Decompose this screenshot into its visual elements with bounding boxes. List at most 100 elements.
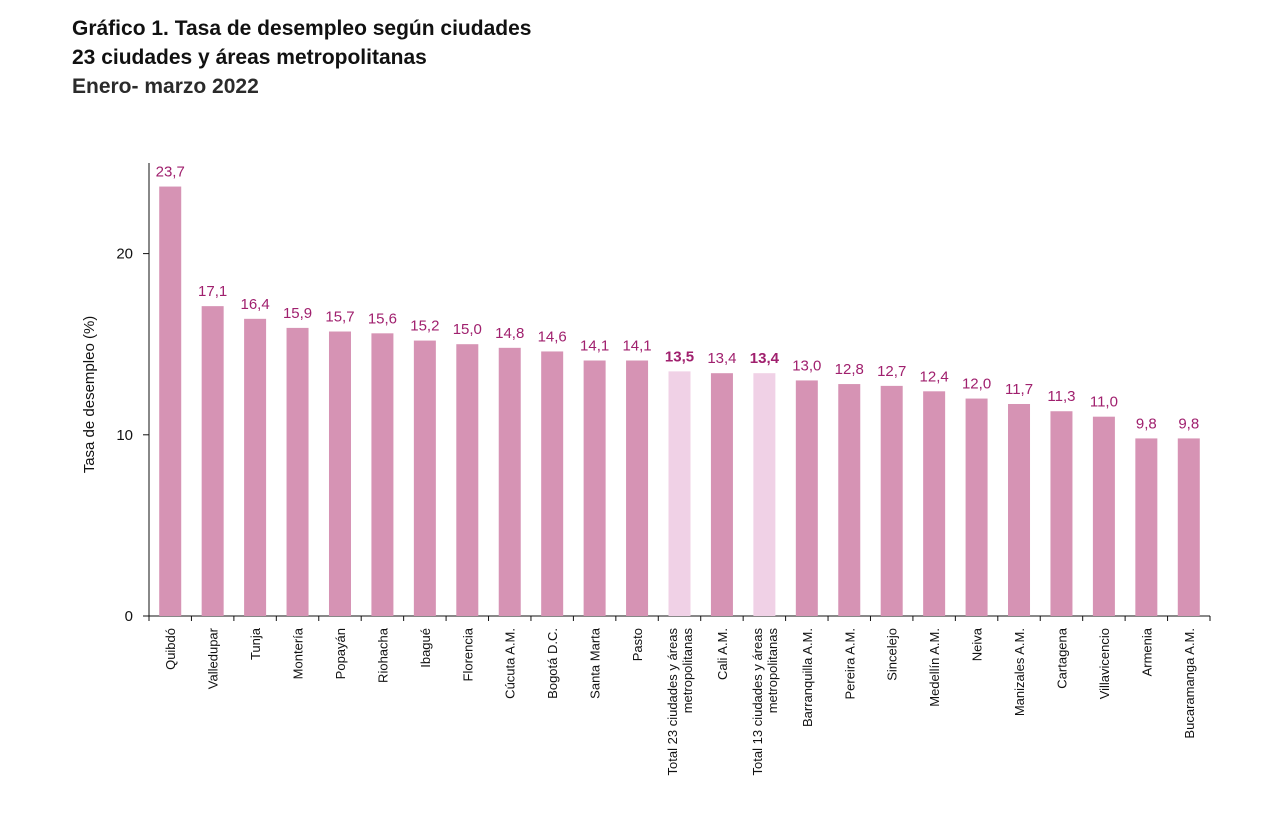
chart-title: Gráfico 1. Tasa de desempleo según ciuda… (72, 17, 532, 40)
chart-axes: 0 10 20 Tasa de desempleo (%) (81, 163, 1211, 625)
x-tick-label-line: Barranquilla A.M. (800, 628, 815, 727)
data-label: 9,8 (1136, 415, 1157, 432)
bar (965, 398, 988, 616)
x-tick-label-line: Pasto (630, 628, 645, 661)
x-tick-label: Sincelejo (885, 628, 900, 681)
y-axis-title: Tasa de desempleo (%) (81, 316, 98, 474)
x-tick-label-line: Cúcuta A.M. (503, 628, 518, 699)
x-tick-label-line: Pereira A.M. (842, 628, 857, 700)
x-tick-label-line: Villavicencio (1097, 628, 1112, 699)
x-tick-label: Cali A.M. (715, 628, 730, 680)
x-tick-label: Santa Marta (588, 627, 603, 699)
x-tick-label-line: Riohacha (375, 627, 390, 683)
x-tick-label-line: Ibagué (418, 628, 433, 668)
data-label: 14,1 (580, 338, 609, 355)
data-label: 12,0 (962, 376, 991, 393)
x-tick-label: Quibdó (163, 628, 178, 670)
bar (371, 333, 394, 616)
data-label: 11,7 (1005, 381, 1033, 398)
data-label: 16,4 (240, 296, 269, 313)
bar (1092, 416, 1115, 616)
x-tick-label: Ibagué (418, 628, 433, 668)
x-tick-label: Valledupar (206, 627, 221, 689)
data-label: 11,0 (1090, 394, 1118, 411)
bar (201, 306, 224, 616)
x-tick-label-line: Valledupar (206, 627, 221, 689)
chart-titles: Gráfico 1. Tasa de desempleo según ciuda… (72, 14, 531, 101)
x-tick-label: Bogotá D.C. (545, 628, 560, 699)
x-tick-label-line: Florencia (460, 627, 475, 681)
x-tick-label-line: Total 23 ciudades y áreas (665, 628, 680, 776)
data-label: 9,8 (1178, 415, 1199, 432)
bar (541, 351, 564, 616)
bar (880, 385, 903, 616)
x-tick-label: Riohacha (375, 627, 390, 683)
x-tick-label-line: Cali A.M. (715, 628, 730, 680)
x-tick-label: Medellín A.M. (927, 628, 942, 707)
x-tick-label-line: metropolitanas (680, 628, 695, 714)
bar (456, 344, 479, 616)
x-tick-label: Total 23 ciudades y áreas metropolitanas (665, 628, 695, 776)
data-label: 13,5 (665, 348, 694, 365)
bar (710, 373, 733, 616)
data-label: 15,2 (410, 318, 439, 335)
x-tick-label-line: Medellín A.M. (927, 628, 942, 707)
x-tick-label: Cartagena (1054, 627, 1069, 688)
y-tick-label: 10 (116, 427, 133, 444)
bar (244, 318, 267, 616)
y-tick-label: 0 (125, 608, 133, 625)
bar (159, 186, 182, 616)
x-tick-label-line: Bogotá D.C. (545, 628, 560, 699)
x-tick-label-line: Manizales A.M. (1012, 628, 1027, 716)
data-label: 12,7 (877, 363, 906, 380)
data-label: 15,0 (453, 321, 482, 338)
data-label: 12,4 (920, 368, 949, 385)
x-tick-label-line: Tunja (248, 627, 263, 660)
x-tick-label: Tunja (248, 627, 263, 660)
data-label: 14,1 (622, 338, 651, 355)
data-label: 23,7 (156, 164, 185, 181)
x-tick-label: Manizales A.M. (1012, 628, 1027, 716)
bar (1050, 411, 1073, 616)
x-tick-label-line: Montería (291, 627, 306, 679)
x-tick-label: Montería (291, 627, 306, 679)
bar (753, 373, 776, 616)
data-label: 15,6 (368, 310, 397, 327)
data-label: 13,4 (750, 350, 780, 367)
bar (498, 347, 521, 616)
bar (795, 380, 818, 616)
x-tick-label-line: Popayán (333, 628, 348, 679)
x-tick-label-line: Sincelejo (885, 628, 900, 681)
x-tick-label: Pereira A.M. (842, 628, 857, 700)
x-tick-label: Villavicencio (1097, 628, 1112, 699)
x-tick-label-line: Bucaramanga A.M. (1182, 628, 1197, 739)
x-tick-label: Florencia (460, 627, 475, 681)
bar (626, 360, 649, 616)
x-tick-label-line: Total 13 ciudades y áreas (750, 628, 765, 776)
chart-data-labels: 23,7 17,1 16,4 15,9 15,7 15,6 15,2 15,0 14,8 14,6… (156, 164, 1200, 433)
x-tick-label-line: Cartagena (1054, 627, 1069, 688)
data-label: 13,4 (707, 350, 736, 367)
data-label: 14,6 (538, 328, 567, 345)
x-tick-label: Neiva (970, 627, 985, 661)
data-label: 12,8 (835, 361, 864, 378)
chart-subtitle: 23 ciudades y áreas metropolitanas (72, 46, 427, 69)
x-tick-label: Total 13 ciudades y áreas metropolitanas (750, 628, 780, 776)
x-tick-label: Pasto (630, 628, 645, 661)
bar (328, 331, 351, 616)
bar (668, 371, 691, 616)
data-label: 13,0 (792, 357, 821, 374)
x-tick-label: Bucaramanga A.M. (1182, 628, 1197, 739)
bar (286, 327, 309, 616)
bar (413, 340, 436, 616)
x-tick-label: Cúcuta A.M. (503, 628, 518, 699)
bar (838, 384, 861, 616)
x-tick-label-line: Neiva (970, 627, 985, 661)
data-label: 11,3 (1047, 388, 1075, 405)
x-tick-label-line: Quibdó (163, 628, 178, 670)
x-tick-label-line: Armenia (1139, 627, 1154, 676)
data-label: 15,9 (283, 305, 312, 322)
bar (1008, 403, 1031, 616)
x-tick-label-line: metropolitanas (765, 628, 780, 714)
